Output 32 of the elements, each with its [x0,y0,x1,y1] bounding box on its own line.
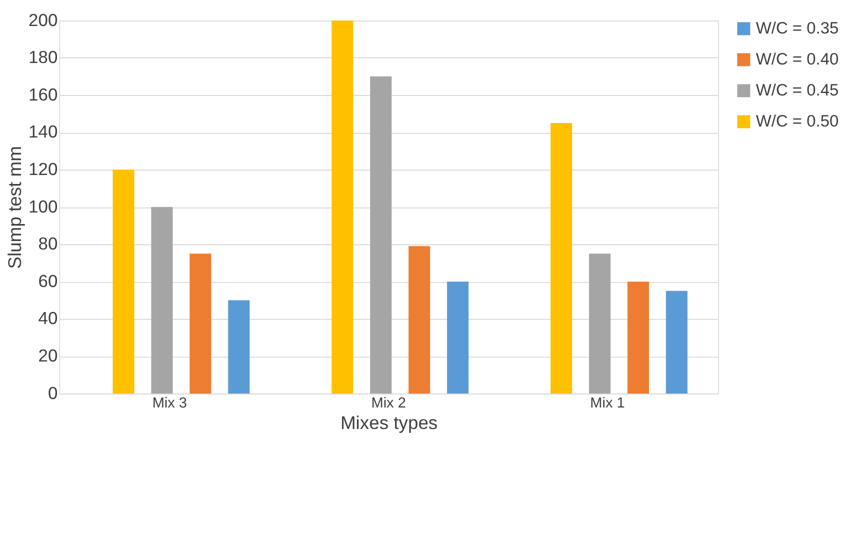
y-tick-label: 100 [28,196,58,216]
bar [370,76,392,394]
bar [332,20,354,394]
y-tick-label: 120 [28,159,58,180]
y-tick-label: 60 [38,270,58,291]
legend-label: W/C = 0.40 [756,50,839,69]
bar [151,206,173,394]
x-tick-label: Mix 2 [371,396,406,412]
bar [627,282,650,394]
bar [228,300,250,394]
legend-label: W/C = 0.35 [756,20,839,38]
bar [447,282,469,394]
x-tick-label: Mix 3 [152,396,188,412]
y-tick-label: 140 [28,122,58,142]
bar [589,254,611,394]
bar [190,254,212,394]
bar [112,170,134,394]
y-tick-label: 20 [38,346,58,366]
y-tick-label: 200 [28,10,58,30]
y-tick-label: 80 [38,234,58,254]
legend-label: W/C = 0.45 [756,82,839,100]
y-tick-label: 180 [28,47,58,68]
y-axis-title: Slump test mm [4,146,25,269]
x-axis-title: Mixes types [340,412,438,433]
y-tick-label: 0 [48,382,58,403]
y-tick-label: 160 [28,84,58,104]
x-tick-label: Mix 1 [590,396,625,412]
y-tick-label: 40 [38,308,58,328]
bar [408,246,430,394]
bar [666,290,688,394]
legend-label: W/C = 0.50 [756,112,839,131]
bar [550,123,572,394]
